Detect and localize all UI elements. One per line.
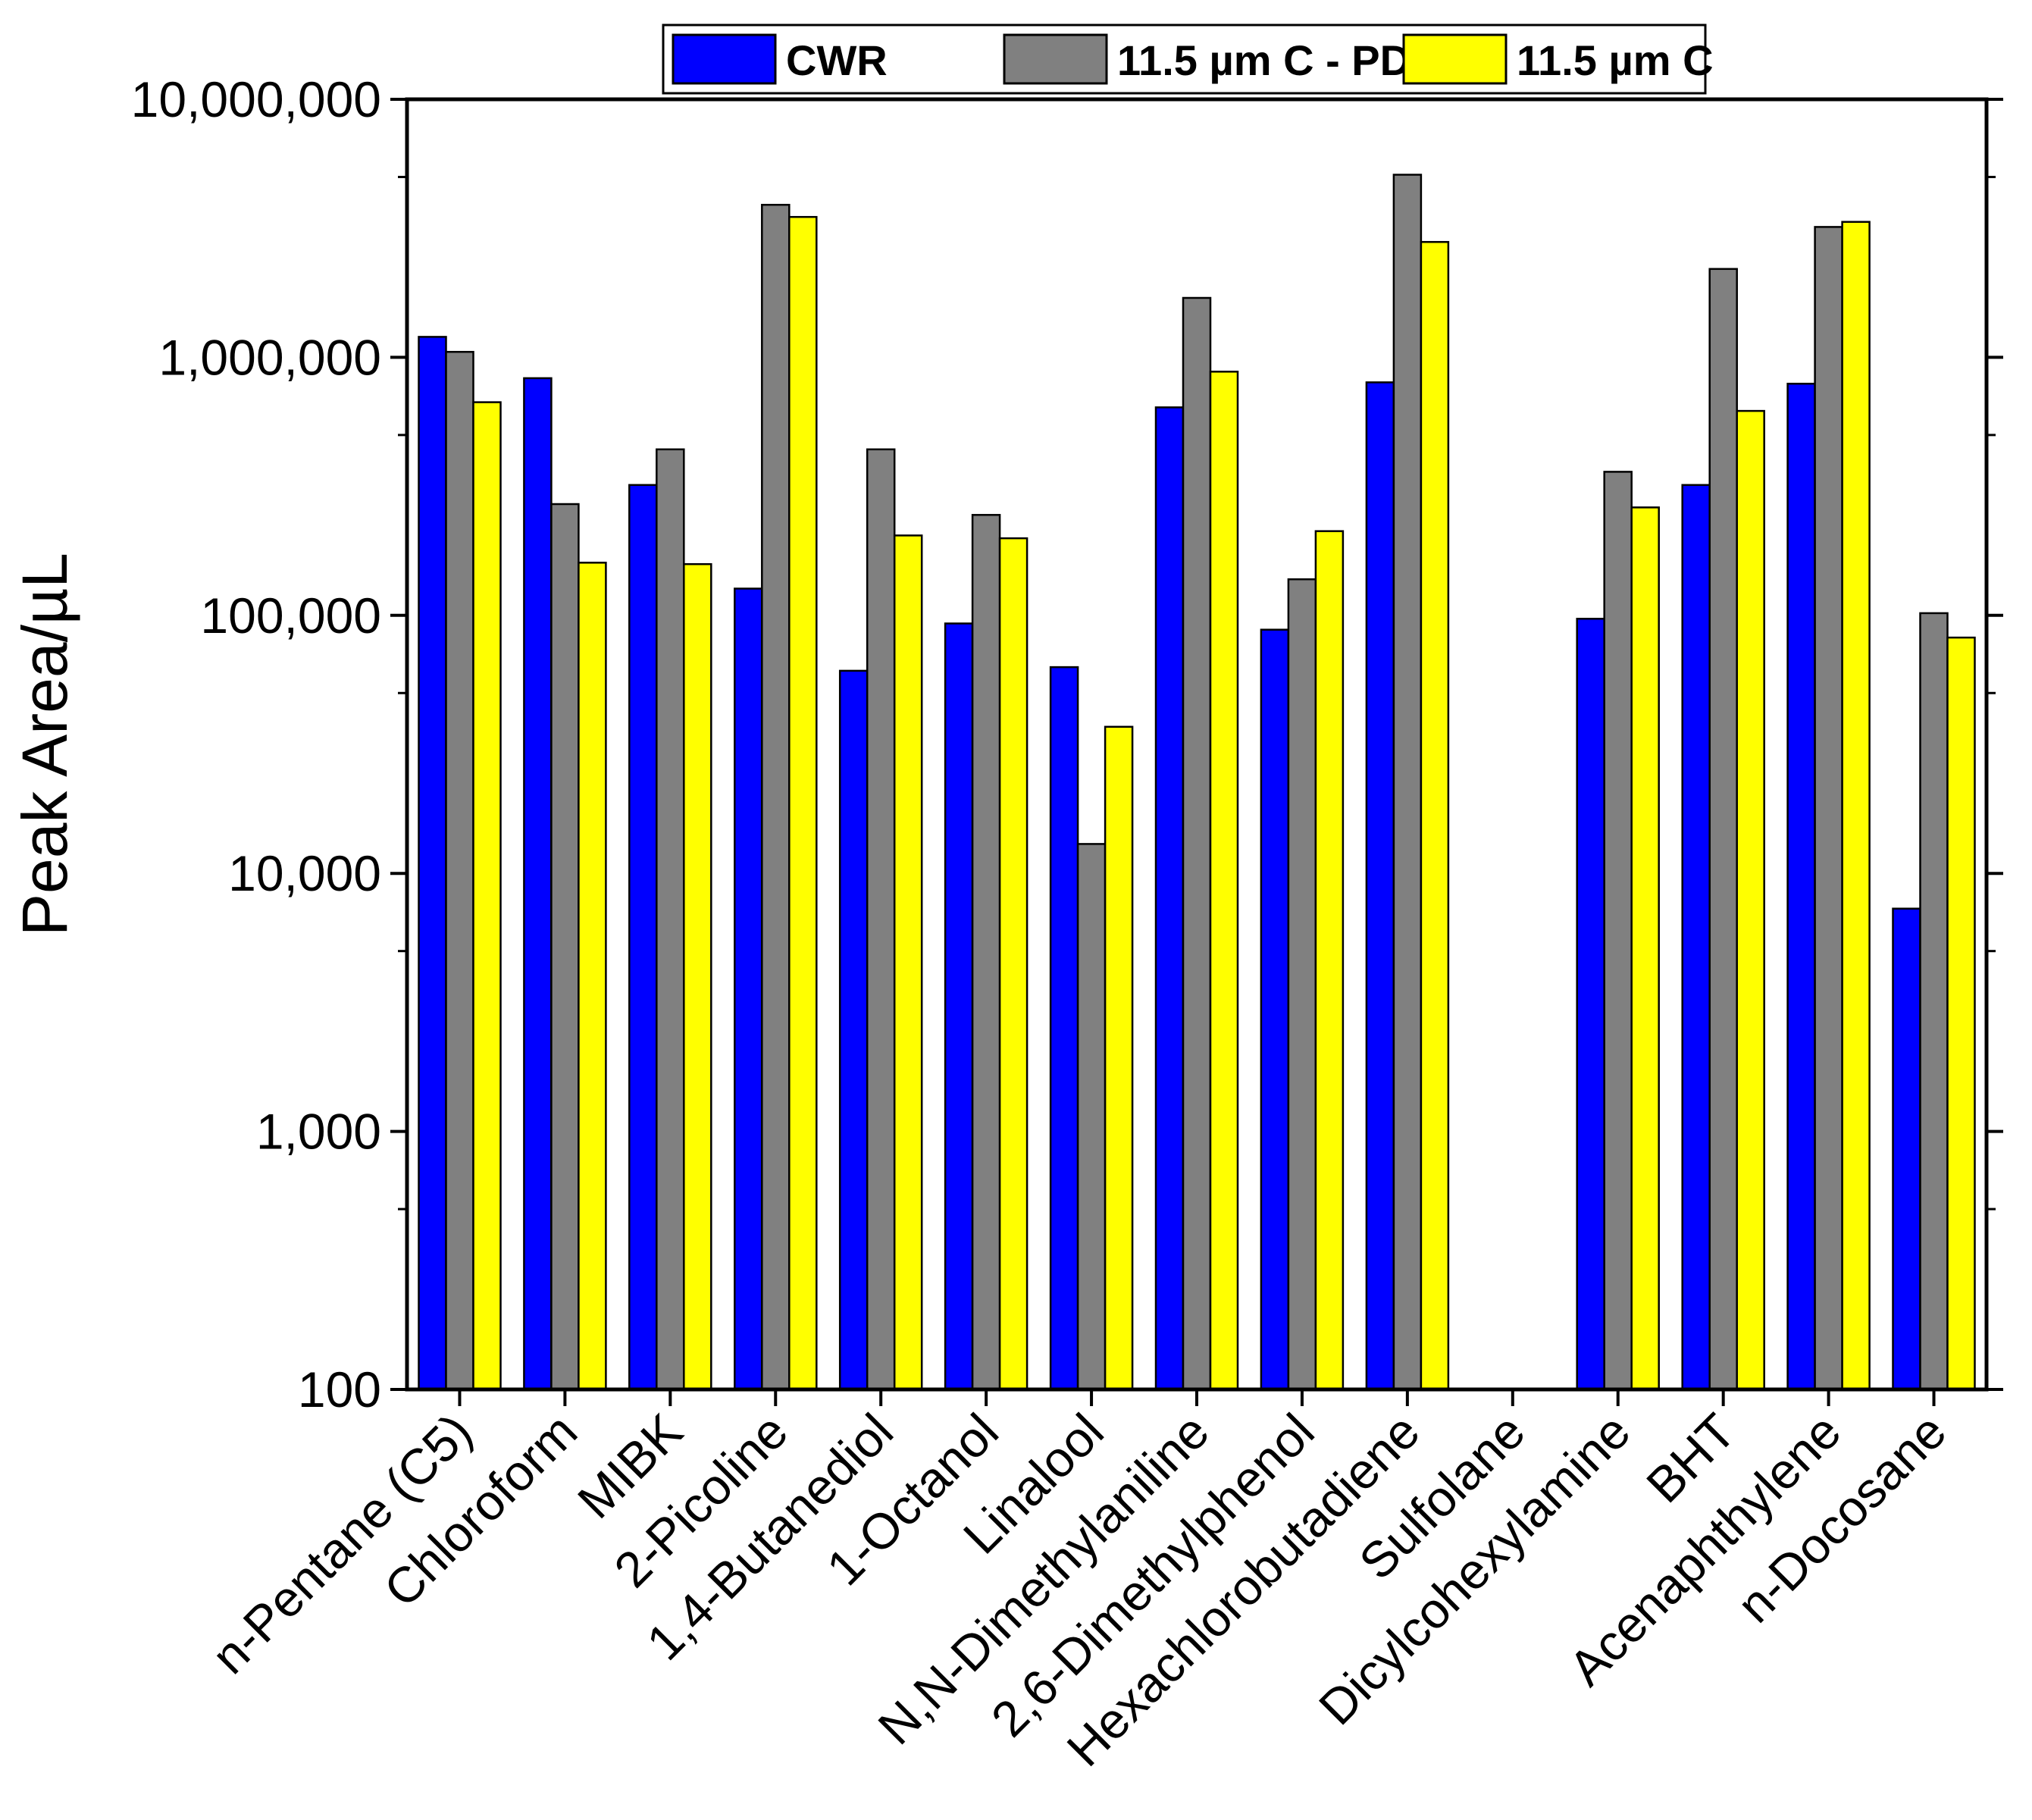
y-tick-label: 100	[298, 1361, 381, 1417]
bar-2-13	[1708, 268, 1738, 1391]
bar-1-9	[1260, 628, 1290, 1391]
bar-3-8	[1209, 371, 1239, 1391]
bar-2-5	[866, 448, 896, 1391]
legend: CWR 11.5 µm C - PDMS 11.5 µm C	[662, 23, 1714, 95]
bar-2-8	[1182, 296, 1212, 1391]
bar-1-13	[1681, 484, 1711, 1391]
bar-2-1	[445, 350, 474, 1391]
bar-3-10	[1420, 240, 1450, 1391]
legend-swatch-3	[1402, 33, 1508, 85]
bar-3-4	[788, 215, 818, 1391]
bar-1-14	[1786, 382, 1816, 1391]
bars-layer	[418, 174, 1976, 1391]
bar-3-7	[1104, 725, 1134, 1391]
legend-label-1: CWR	[786, 36, 888, 84]
bar-2-15	[1919, 612, 1949, 1391]
bar-3-15	[1946, 636, 1976, 1391]
y-tick-label: 10,000,000	[131, 71, 381, 127]
y-tick-label: 10,000	[228, 845, 381, 901]
bar-3-12	[1630, 506, 1660, 1391]
bar-1-2	[523, 377, 553, 1391]
bar-2-7	[1076, 843, 1107, 1391]
bar-3-9	[1314, 530, 1345, 1391]
bar-3-13	[1736, 409, 1765, 1391]
bar-2-6	[971, 514, 1001, 1391]
y-tick-labels: 100 1,000 10,000 100,000 1,000,000 10,000,000	[131, 71, 381, 1417]
bar-1-3	[628, 484, 658, 1391]
bar-2-14	[1814, 226, 1843, 1391]
bar-1-7	[1049, 666, 1079, 1391]
bar-3-1	[472, 401, 502, 1391]
y-tick-label: 1,000	[256, 1104, 381, 1160]
bar-2-10	[1392, 174, 1423, 1391]
bar-1-15	[1892, 907, 1921, 1391]
bar-2-2	[550, 503, 580, 1391]
legend-label-3: 11.5 µm C	[1517, 36, 1714, 84]
x-category-labels: n-Pentane (C5)ChloroformMIBK2-Picoline1,…	[201, 1403, 1956, 1777]
bar-1-12	[1576, 618, 1605, 1391]
bar-1-6	[944, 622, 974, 1391]
bar-1-4	[734, 587, 763, 1391]
ticks-layer	[390, 98, 2003, 1406]
bar-1-1	[418, 336, 447, 1391]
bar-1-8	[1154, 406, 1185, 1391]
legend-swatch-2	[1003, 33, 1108, 85]
bar-2-3	[656, 448, 685, 1391]
bar-3-2	[578, 562, 607, 1391]
legend-swatch-1	[672, 33, 777, 85]
bar-2-4	[761, 203, 791, 1391]
bar-3-6	[998, 537, 1029, 1391]
bar-3-5	[893, 534, 923, 1391]
legend-box	[662, 23, 1707, 95]
bar-2-12	[1603, 471, 1633, 1391]
y-tick-label: 100,000	[200, 587, 381, 644]
bar-1-5	[838, 669, 869, 1391]
bar-3-14	[1841, 221, 1871, 1391]
y-tick-label: 1,000,000	[158, 329, 381, 385]
bar-1-10	[1365, 381, 1395, 1391]
bar-3-3	[683, 562, 712, 1391]
bar-2-9	[1287, 578, 1317, 1391]
y-axis-title: Peak Area/µL	[9, 553, 80, 936]
